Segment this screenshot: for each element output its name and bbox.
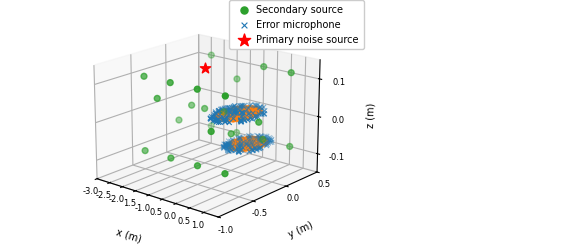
- Y-axis label: y (m): y (m): [286, 220, 314, 240]
- X-axis label: x (m): x (m): [115, 227, 143, 245]
- Legend: Secondary source, Error microphone, Primary noise source: Secondary source, Error microphone, Prim…: [229, 0, 364, 49]
